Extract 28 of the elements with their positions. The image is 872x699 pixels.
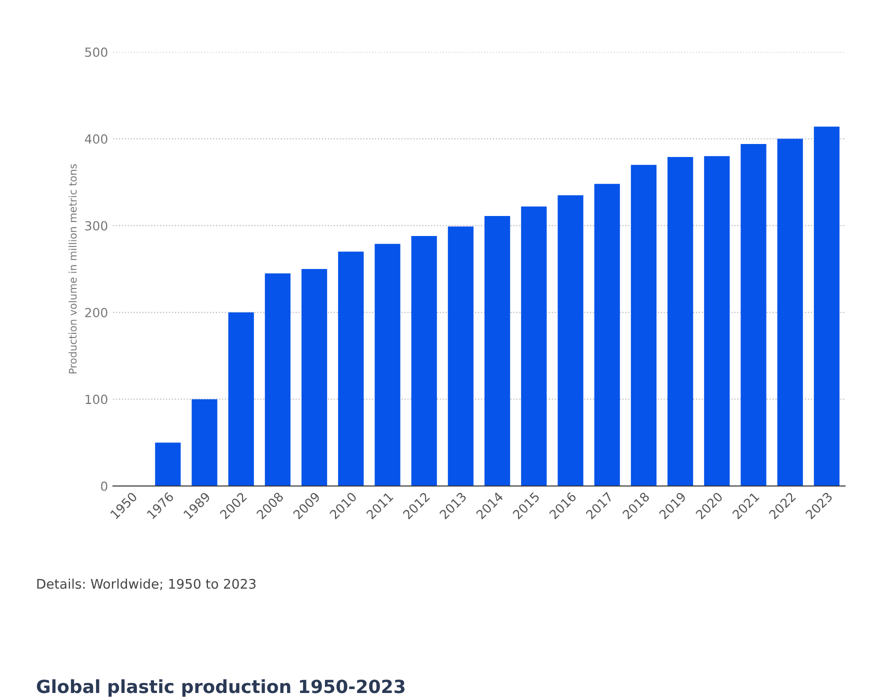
bar	[155, 442, 181, 486]
y-tick-label: 0	[101, 481, 108, 491]
bar	[777, 138, 803, 486]
bar	[448, 226, 474, 486]
y-tick-label: 100	[86, 394, 108, 404]
y-tick-label: 500	[85, 47, 108, 57]
bar	[264, 273, 291, 486]
bar	[740, 144, 766, 486]
bar	[594, 184, 620, 486]
y-tick-label: 300	[85, 221, 108, 231]
bar	[704, 156, 730, 486]
bar	[667, 157, 694, 486]
bar	[630, 164, 657, 486]
bar	[411, 236, 437, 486]
y-axis-title: Production volume in million metric tons	[68, 164, 77, 374]
bar	[374, 244, 400, 486]
bar	[558, 195, 584, 486]
bar	[338, 252, 364, 486]
y-tick-label: 400	[84, 134, 108, 144]
y-tick-label: 200	[85, 308, 108, 318]
bar	[192, 399, 218, 486]
text: Details: Worldwide; 1950 to 2023	[37, 578, 256, 590]
text: Global plastic production 1950-2023	[36, 679, 404, 697]
bar	[228, 312, 254, 486]
bar	[484, 216, 510, 486]
bar	[521, 206, 547, 486]
bar	[301, 269, 328, 486]
bar	[814, 126, 840, 486]
